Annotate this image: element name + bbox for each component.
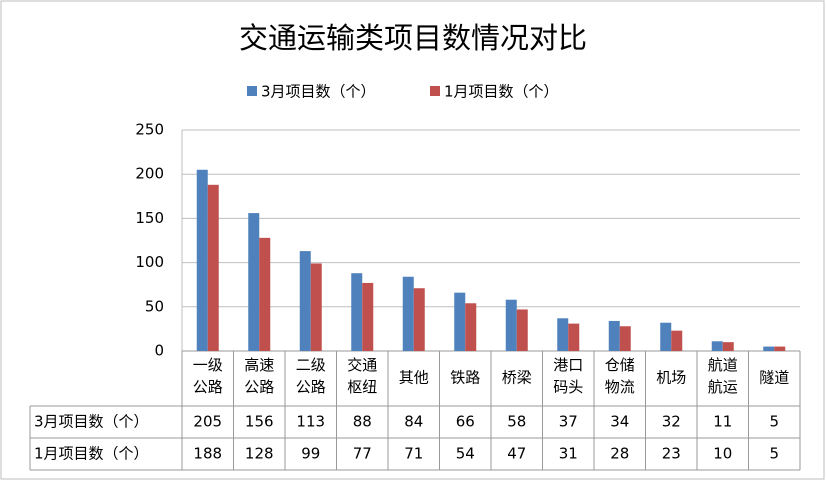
table-value: 11 bbox=[713, 413, 732, 431]
x-tick-label: 仓储物流 bbox=[605, 356, 635, 396]
table-value: 5 bbox=[769, 445, 779, 463]
table-value: 156 bbox=[245, 413, 274, 431]
legend-swatch bbox=[247, 86, 257, 96]
table-value: 32 bbox=[662, 413, 681, 431]
bar bbox=[196, 169, 208, 351]
table-value: 5 bbox=[769, 413, 779, 431]
x-tick-label: 其他 bbox=[399, 369, 429, 387]
x-tick-label: 港口码头 bbox=[553, 356, 583, 396]
bar bbox=[619, 326, 631, 351]
bar bbox=[351, 273, 363, 351]
y-tick-label: 200 bbox=[135, 165, 164, 183]
bar bbox=[516, 309, 528, 351]
legend-label: 3月项目数（个） bbox=[261, 83, 376, 101]
bar bbox=[413, 288, 425, 351]
bar bbox=[310, 263, 322, 351]
x-tick-label: 二级公路 bbox=[296, 356, 326, 396]
chart-title: 交通运输类项目数情况对比 bbox=[239, 21, 587, 55]
table-value: 34 bbox=[610, 413, 629, 431]
y-tick-label: 0 bbox=[154, 342, 164, 360]
y-tick-label: 100 bbox=[135, 253, 164, 271]
bar bbox=[711, 341, 723, 351]
table-value: 84 bbox=[404, 413, 423, 431]
x-tick-label: 高速公路 bbox=[244, 356, 274, 396]
bar bbox=[608, 320, 620, 351]
bar bbox=[505, 299, 517, 351]
x-tick-label: 铁路 bbox=[450, 369, 480, 387]
legend-swatch bbox=[430, 86, 440, 96]
bar bbox=[722, 342, 734, 351]
table-value: 205 bbox=[193, 413, 222, 431]
x-tick-label: 隧道 bbox=[759, 369, 789, 387]
bar bbox=[259, 237, 271, 351]
bar bbox=[465, 303, 477, 351]
table-value: 58 bbox=[507, 413, 526, 431]
bar bbox=[207, 184, 219, 351]
bar bbox=[671, 330, 683, 351]
table-value: 31 bbox=[559, 445, 578, 463]
table-value: 128 bbox=[245, 445, 274, 463]
table-value: 47 bbox=[507, 445, 526, 463]
x-tick-label: 桥梁 bbox=[502, 369, 532, 387]
bar bbox=[402, 276, 414, 351]
bar bbox=[774, 346, 786, 351]
table-value: 10 bbox=[713, 445, 732, 463]
table-value: 77 bbox=[353, 445, 372, 463]
bar bbox=[362, 282, 374, 351]
table-value: 188 bbox=[193, 445, 222, 463]
y-tick-label: 150 bbox=[135, 209, 164, 227]
bar bbox=[299, 251, 311, 351]
table-value: 54 bbox=[456, 445, 475, 463]
table-row-label: 3月项目数（个） bbox=[34, 413, 149, 431]
bar bbox=[568, 323, 580, 351]
table-row-label: 1月项目数（个） bbox=[34, 445, 149, 463]
x-tick-label: 机场 bbox=[656, 369, 686, 387]
bar bbox=[248, 213, 260, 351]
table-value: 99 bbox=[301, 445, 320, 463]
table-value: 71 bbox=[404, 445, 423, 463]
table-value: 28 bbox=[610, 445, 629, 463]
x-tick-label: 交通枢纽 bbox=[347, 356, 377, 396]
x-tick-label: 一级公路 bbox=[193, 356, 223, 396]
bar bbox=[557, 318, 569, 351]
legend-label: 1月项目数（个） bbox=[444, 83, 559, 101]
bar bbox=[763, 346, 775, 351]
table-value: 66 bbox=[456, 413, 475, 431]
y-tick-label: 50 bbox=[145, 297, 164, 315]
bar bbox=[660, 322, 672, 351]
bar bbox=[454, 292, 466, 351]
y-tick-label: 250 bbox=[135, 121, 164, 139]
table-value: 88 bbox=[353, 413, 372, 431]
table-value: 23 bbox=[662, 445, 681, 463]
table-value: 113 bbox=[296, 413, 325, 431]
table-value: 37 bbox=[559, 413, 578, 431]
x-tick-label: 航道航运 bbox=[708, 356, 738, 396]
